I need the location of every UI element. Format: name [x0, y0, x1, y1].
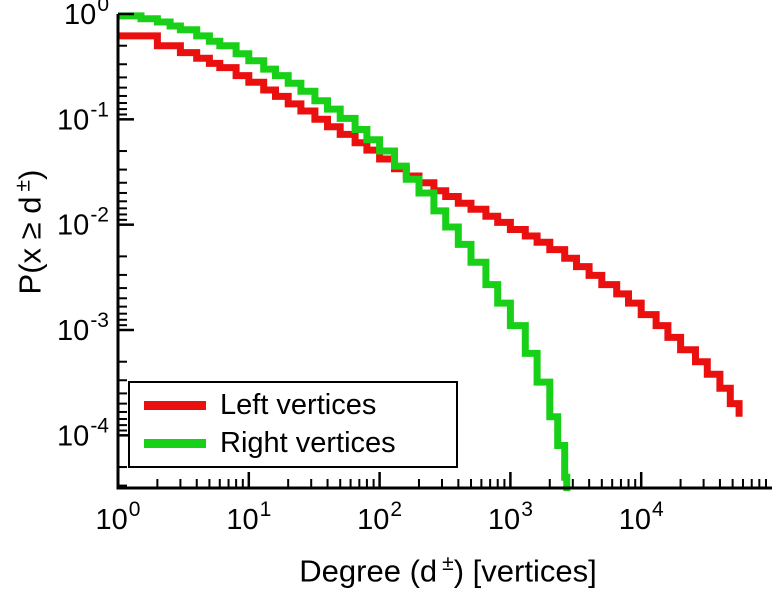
legend-item-left-vertices: Left vertices [144, 391, 456, 420]
y-axis-label: P(x ≥ d ±) [11, 170, 48, 295]
y-tick-label: 10-2 [57, 204, 109, 242]
y-tick-label: 10-4 [57, 414, 109, 452]
x-axis-label-close: ) [vertices] [453, 553, 597, 589]
x-axis-label-sup: ± [442, 552, 454, 575]
y-axis-ticks: 100 10-1 10-2 10-3 10-4 [57, 0, 134, 487]
x-tick-label: 100 [96, 498, 141, 536]
x-tick-label: 102 [357, 498, 402, 536]
x-tick-label: 103 [488, 498, 533, 536]
y-tick-label: 100 [64, 0, 109, 31]
y-tick-label: 10-3 [57, 309, 109, 347]
series-left-vertices [118, 32, 743, 417]
y-tick-label: 10-1 [57, 98, 109, 136]
x-axis-ticks: 100 101 102 103 104 [96, 472, 768, 536]
legend-item-right-vertices: Right vertices [144, 426, 456, 459]
x-tick-label: 104 [619, 498, 664, 536]
y-axis-label-text: P(x ≥ d [12, 196, 48, 295]
legend-label-left-vertices: Left vertices [220, 389, 377, 422]
x-tick-label: 101 [226, 498, 271, 536]
x-axis-label-text: Degree (d [299, 553, 438, 589]
legend-line-green [144, 438, 206, 448]
x-axis-label: Degree (d ±) [vertices] [299, 552, 596, 589]
y-axis-label-sup: ± [11, 179, 35, 192]
y-axis-label-close: ) [12, 169, 48, 180]
series-right-vertices [118, 12, 571, 491]
legend-line-red [144, 401, 206, 411]
legend-label-right-vertices: Right vertices [220, 426, 396, 459]
legend: Left vertices Right vertices [128, 381, 458, 468]
